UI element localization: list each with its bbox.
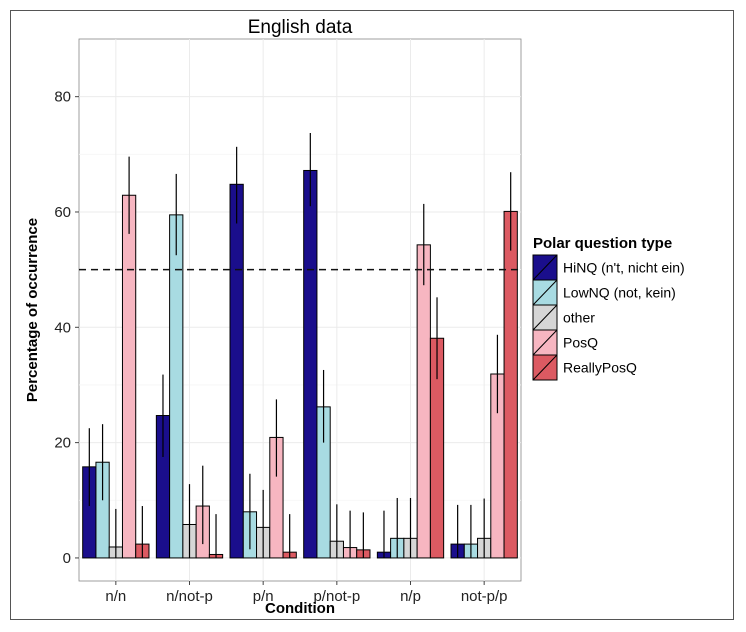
y-tick-label: 40 [54,319,71,336]
legend-label-lownq: LowNQ (not, kein) [563,285,676,301]
legend-label-reallyposq: ReallyPosQ [563,360,637,376]
legend-label-hinq: HiNQ (n't, nicht ein) [563,260,685,276]
bar-posq [121,194,137,559]
x-axis-title: Condition [265,600,335,617]
bar-hinq [303,169,318,559]
y-axis: 0 20 40 60 80 [54,89,79,567]
x-tick-label: n/n [105,588,126,605]
y-tick-label: 20 [54,435,71,452]
x-tick-label: not-p/p [461,588,508,605]
legend-key-slash [532,279,558,306]
x-axis: n/n n/not-p p/n p/not-p n/p not-p/p [105,581,508,605]
figure-frame: 0 20 40 60 80 n/n n/not-p p/n p/not-p n/p not-p/p… [10,10,734,620]
error-bars-group [88,132,512,558]
y-axis-title: Percentage of occurrence [24,218,41,402]
legend-key-slash [532,354,558,381]
legend-key-slash [532,254,558,281]
x-tick-label: n/p [400,588,421,605]
y-tick-label: 80 [54,89,71,106]
legend-key-slash [532,304,558,331]
bar-chart: 0 20 40 60 80 n/n n/not-p p/n p/not-p n/p not-p/p… [24,17,685,617]
legend-key-slash [532,329,558,356]
legend-label-other: other [563,310,595,326]
chart-title: English data [248,17,353,38]
legend-label-posq: PosQ [563,335,598,351]
bar-posq [416,244,431,559]
x-tick-label: p/not-p [313,588,360,605]
bar-lownq [169,214,184,559]
bar-hinq [229,183,244,559]
plot-panel [78,38,522,582]
bar-reallyposq [503,210,518,559]
y-tick-label: 60 [54,204,71,221]
legend: Polar question type HiNQ (n't, nicht ein… [532,235,685,381]
legend-title: Polar question type [533,235,672,252]
y-tick-label: 0 [63,550,71,567]
x-tick-label: n/not-p [166,588,213,605]
x-tick-label: p/n [253,588,274,605]
